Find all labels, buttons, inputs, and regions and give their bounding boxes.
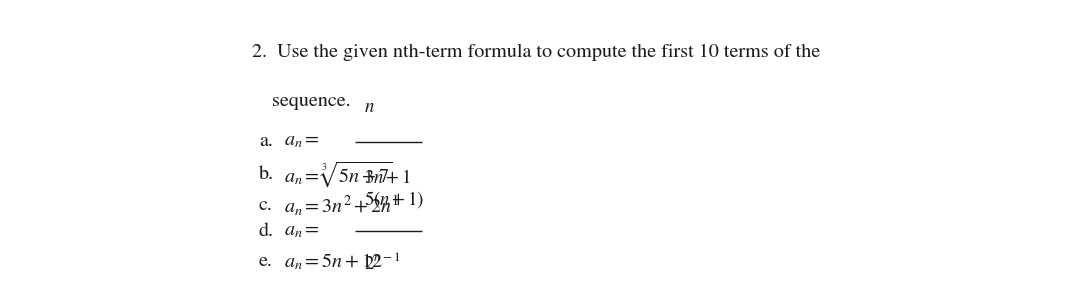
- Text: $n$: $n$: [364, 99, 375, 116]
- Text: c.: c.: [259, 197, 273, 214]
- Text: 2.  Use the given nth-term formula to compute the first 10 terms of the: 2. Use the given nth-term formula to com…: [253, 44, 821, 61]
- Text: $5(n+1)$: $5(n+1)$: [364, 189, 423, 210]
- Text: b.: b.: [259, 166, 274, 183]
- Text: $3n+1$: $3n+1$: [364, 169, 410, 187]
- Text: $a_n = 5n + 12$: $a_n = 5n + 12$: [284, 252, 383, 272]
- Text: sequence.: sequence.: [253, 93, 351, 110]
- Text: $a_n = 3n^2 + 2n^1$: $a_n = 3n^2 + 2n^1$: [284, 193, 400, 218]
- Text: d.: d.: [259, 222, 274, 240]
- Text: e.: e.: [259, 253, 273, 270]
- Text: $2^{n-1}$: $2^{n-1}$: [364, 252, 400, 274]
- Text: $a_n = \sqrt[3]{5n+7}$: $a_n = \sqrt[3]{5n+7}$: [284, 160, 393, 189]
- Text: a.: a.: [259, 133, 273, 150]
- Text: $a_n =$: $a_n =$: [284, 222, 320, 240]
- Text: $a_n =$: $a_n =$: [284, 133, 320, 150]
